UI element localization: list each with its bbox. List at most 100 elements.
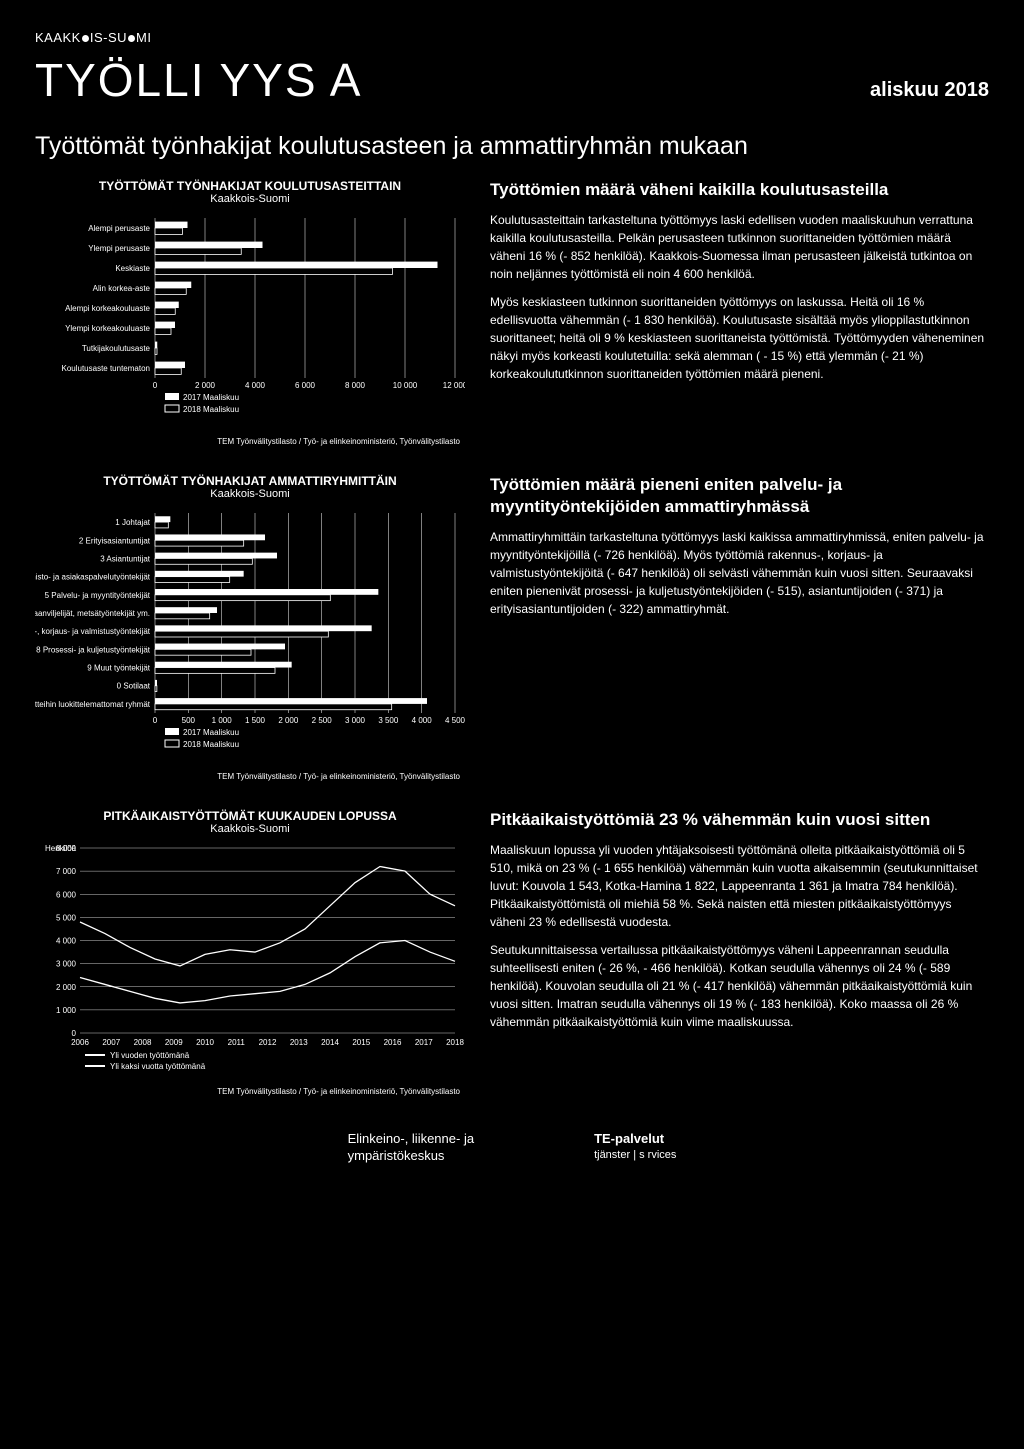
chart2-svg: 05001 0001 5002 0002 5003 0003 5004 0004… <box>35 508 465 768</box>
svg-text:Tutkijakoulutusaste: Tutkijakoulutusaste <box>82 344 151 353</box>
svg-text:2009: 2009 <box>165 1038 183 1047</box>
svg-text:2017 Maaliskuu: 2017 Maaliskuu <box>183 728 239 737</box>
footer-right-line1: TE-palvelut <box>594 1131 676 1148</box>
svg-text:7 Rakennus-, korjaus- ja valmi: 7 Rakennus-, korjaus- ja valmistustyönte… <box>35 627 151 636</box>
svg-text:2017 Maaliskuu: 2017 Maaliskuu <box>183 393 239 402</box>
svg-text:1 500: 1 500 <box>245 716 266 725</box>
section-education: TYÖTTÖMÄT TYÖNHAKIJAT KOULUTUSASTEITTAIN… <box>35 179 989 446</box>
chart1-col: TYÖTTÖMÄT TYÖNHAKIJAT KOULUTUSASTEITTAIN… <box>35 179 465 446</box>
svg-text:1 000: 1 000 <box>56 1006 77 1015</box>
chart2-footnote: TEM Työnvälitystilasto / Työ- ja elinkei… <box>35 772 465 781</box>
svg-text:2008: 2008 <box>134 1038 152 1047</box>
svg-text:4 Toimisto- ja asiakaspalvelut: 4 Toimisto- ja asiakaspalvelutyöntekijät <box>35 573 151 582</box>
svg-text:6 Maanviljelijät, metsätyöntek: 6 Maanviljelijät, metsätyöntekijät ym. <box>35 609 150 618</box>
svg-text:X Ammatteihin luokittelemattom: X Ammatteihin luokittelemattomat ryhmät <box>35 700 151 709</box>
svg-text:2018 Maaliskuu: 2018 Maaliskuu <box>183 740 239 749</box>
svg-text:4 000: 4 000 <box>56 937 77 946</box>
page-title: TYÖLLI YYS A <box>35 53 362 107</box>
svg-text:6 000: 6 000 <box>56 890 77 899</box>
text1-heading: Työttömien määrä väheni kaikilla koulutu… <box>490 179 989 201</box>
chart3-footnote: TEM Työnvälitystilasto / Työ- ja elinkei… <box>35 1087 465 1096</box>
chart2-col: TYÖTTÖMÄT TYÖNHAKIJAT AMMATTIRYHMITTÄIN … <box>35 474 465 781</box>
footer-left: Elinkeino-, liikenne- ja ympäristökeskus <box>348 1131 474 1165</box>
chart3-title: PITKÄAIKAISTYÖTTÖMÄT KUUKAUDEN LOPUSSA <box>35 809 465 823</box>
svg-text:2014: 2014 <box>321 1038 339 1047</box>
svg-text:2010: 2010 <box>196 1038 214 1047</box>
dot-icon <box>82 35 89 42</box>
text2-p1: Ammattiryhmittäin tarkasteltuna työttömy… <box>490 528 989 618</box>
svg-text:2015: 2015 <box>352 1038 370 1047</box>
svg-text:4 000: 4 000 <box>245 381 266 390</box>
svg-text:3 500: 3 500 <box>378 716 399 725</box>
text3-p2: Seutukunnittaisessa vertailussa pitkäaik… <box>490 941 989 1031</box>
text1-col: Työttömien määrä väheni kaikilla koulutu… <box>490 179 989 446</box>
svg-text:Henkilöä: Henkilöä <box>45 844 77 853</box>
svg-text:2006: 2006 <box>71 1038 89 1047</box>
dot-icon <box>128 35 135 42</box>
svg-text:Ylempi korkeakouluaste: Ylempi korkeakouluaste <box>65 324 150 333</box>
svg-text:2018 Maaliskuu: 2018 Maaliskuu <box>183 405 239 414</box>
svg-text:3 000: 3 000 <box>56 960 77 969</box>
svg-text:Ylempi perusaste: Ylempi perusaste <box>88 244 150 253</box>
svg-text:2018: 2018 <box>446 1038 464 1047</box>
svg-text:Yli kaksi vuotta työttömänä: Yli kaksi vuotta työttömänä <box>110 1062 206 1071</box>
section-occupation: TYÖTTÖMÄT TYÖNHAKIJAT AMMATTIRYHMITTÄIN … <box>35 474 989 781</box>
footer: Elinkeino-, liikenne- ja ympäristökeskus… <box>35 1131 989 1165</box>
svg-text:4 500: 4 500 <box>445 716 465 725</box>
footer-right: TE-palvelut tjänster | s rvices <box>594 1131 676 1165</box>
svg-text:0 Sotilaat: 0 Sotilaat <box>117 682 151 691</box>
svg-text:Keskiaste: Keskiaste <box>115 264 150 273</box>
page-subtitle: Työttömät työnhakijat koulutusasteen ja … <box>35 132 989 161</box>
svg-text:2 Erityisasiantuntijat: 2 Erityisasiantuntijat <box>79 536 151 545</box>
svg-text:8 Prosessi- ja kuljetustyöntek: 8 Prosessi- ja kuljetustyöntekijät <box>36 645 151 654</box>
text2-heading: Työttömien määrä pieneni eniten palvelu-… <box>490 474 989 518</box>
chart2-title: TYÖTTÖMÄT TYÖNHAKIJAT AMMATTIRYHMITTÄIN <box>35 474 465 488</box>
svg-text:Alin korkea-aste: Alin korkea-aste <box>93 284 151 293</box>
brand-p1: KAAKK <box>35 30 81 45</box>
svg-text:2 500: 2 500 <box>312 716 333 725</box>
svg-text:8 000: 8 000 <box>345 381 366 390</box>
svg-text:2012: 2012 <box>259 1038 277 1047</box>
svg-text:Alempi perusaste: Alempi perusaste <box>88 224 150 233</box>
footer-left-line2: ympäristökeskus <box>348 1148 474 1165</box>
text3-heading: Pitkäaikaistyöttömiä 23 % vähemmän kuin … <box>490 809 989 831</box>
chart1-footnote: TEM Työnvälitystilasto / Työ- ja elinkei… <box>35 437 465 446</box>
svg-text:2 000: 2 000 <box>56 983 77 992</box>
chart3-svg: 01 0002 0003 0004 0005 0006 0007 0008 00… <box>35 843 465 1083</box>
page-date: aliskuu 2018 <box>870 79 989 102</box>
chart2-subtitle: Kaakkois-Suomi <box>35 488 465 500</box>
svg-text:4 000: 4 000 <box>412 716 433 725</box>
svg-text:7 000: 7 000 <box>56 867 77 876</box>
chart1-svg: 02 0004 0006 0008 00010 00012 000Alempi … <box>35 213 465 433</box>
chart1-title: TYÖTTÖMÄT TYÖNHAKIJAT KOULUTUSASTEITTAIN <box>35 179 465 193</box>
svg-text:500: 500 <box>182 716 196 725</box>
svg-text:3 Asiantuntijat: 3 Asiantuntijat <box>100 554 151 563</box>
text2-col: Työttömien määrä pieneni eniten palvelu-… <box>490 474 989 781</box>
brand-p2: IS-SU <box>90 30 127 45</box>
svg-text:2017: 2017 <box>415 1038 433 1047</box>
text1-p2: Myös keskiasteen tutkinnon suorittaneide… <box>490 293 989 383</box>
title-row: TYÖLLI YYS A aliskuu 2018 <box>35 53 989 107</box>
svg-text:0: 0 <box>153 716 158 725</box>
svg-text:2013: 2013 <box>290 1038 308 1047</box>
svg-text:10 000: 10 000 <box>393 381 418 390</box>
chart3-col: PITKÄAIKAISTYÖTTÖMÄT KUUKAUDEN LOPUSSA K… <box>35 809 465 1096</box>
text3-col: Pitkäaikaistyöttömiä 23 % vähemmän kuin … <box>490 809 989 1096</box>
chart3-subtitle: Kaakkois-Suomi <box>35 823 465 835</box>
svg-text:Yli vuoden työttömänä: Yli vuoden työttömänä <box>110 1051 190 1060</box>
svg-text:2 000: 2 000 <box>195 381 216 390</box>
svg-text:12 000: 12 000 <box>443 381 465 390</box>
svg-text:3 000: 3 000 <box>345 716 366 725</box>
chart1-subtitle: Kaakkois-Suomi <box>35 193 465 205</box>
svg-text:9 Muut työntekijät: 9 Muut työntekijät <box>87 664 150 673</box>
text3-p1: Maaliskuun lopussa yli vuoden yhtäjaksoi… <box>490 841 989 931</box>
svg-text:2011: 2011 <box>228 1038 246 1047</box>
svg-text:Alempi korkeakouluaste: Alempi korkeakouluaste <box>65 304 150 313</box>
svg-text:1 Johtajat: 1 Johtajat <box>115 518 150 527</box>
svg-text:Koulutusaste tuntematon: Koulutusaste tuntematon <box>61 364 150 373</box>
section-longterm: PITKÄAIKAISTYÖTTÖMÄT KUUKAUDEN LOPUSSA K… <box>35 809 989 1096</box>
svg-text:5 000: 5 000 <box>56 913 77 922</box>
svg-text:5 Palvelu- ja myyntityöntekijä: 5 Palvelu- ja myyntityöntekijät <box>45 591 151 600</box>
footer-right-line2: tjänster | s rvices <box>594 1148 676 1162</box>
brand-top: KAAKKIS-SUMI <box>35 30 989 45</box>
